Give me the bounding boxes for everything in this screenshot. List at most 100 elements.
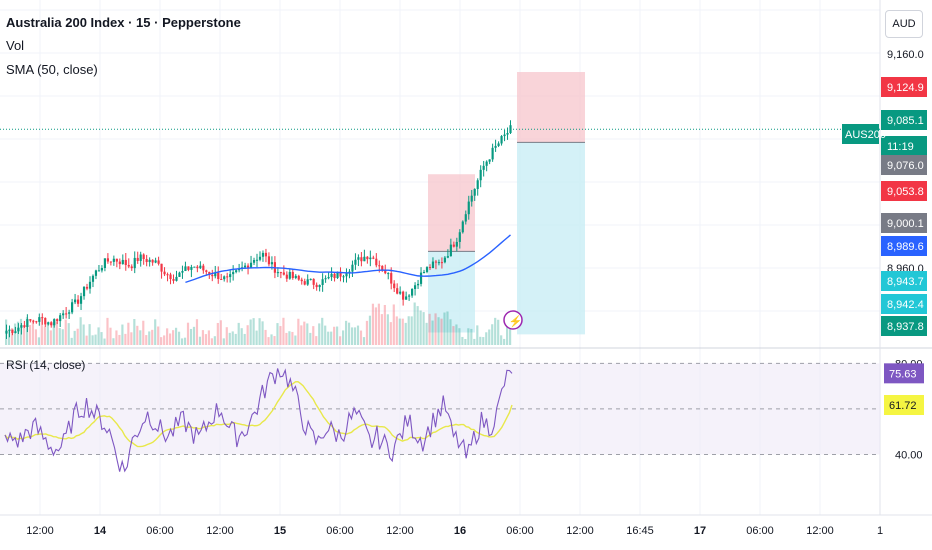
candle[interactable] <box>68 312 71 314</box>
candle[interactable] <box>139 254 142 261</box>
candle[interactable] <box>148 259 151 263</box>
candle[interactable] <box>309 278 312 280</box>
candle[interactable] <box>333 273 336 279</box>
candle[interactable] <box>106 258 109 262</box>
candle[interactable] <box>190 266 193 270</box>
candle[interactable] <box>157 260 160 264</box>
candle[interactable] <box>419 272 423 284</box>
short-position-1-stop-zone[interactable] <box>428 174 475 252</box>
candle[interactable] <box>294 275 297 279</box>
candle[interactable] <box>124 259 127 266</box>
candle[interactable] <box>32 320 35 322</box>
candle[interactable] <box>315 284 318 288</box>
candle[interactable] <box>211 274 214 277</box>
candle[interactable] <box>339 271 342 277</box>
candle[interactable] <box>249 262 253 268</box>
candle[interactable] <box>208 271 211 275</box>
candle[interactable] <box>369 257 372 260</box>
candle[interactable] <box>437 262 441 264</box>
rsi-ma-line[interactable] <box>4 380 513 448</box>
candle[interactable] <box>354 259 357 265</box>
candle[interactable] <box>127 265 130 267</box>
candle[interactable] <box>169 274 172 280</box>
candle[interactable] <box>408 295 411 297</box>
candle[interactable] <box>443 257 446 263</box>
candle[interactable] <box>47 322 50 325</box>
candle[interactable] <box>363 256 366 262</box>
candle[interactable] <box>35 321 38 323</box>
candle[interactable] <box>252 260 256 263</box>
candle[interactable] <box>422 271 426 273</box>
volume-indicator-label[interactable]: Vol <box>6 38 25 53</box>
candle[interactable] <box>243 265 247 268</box>
candle[interactable] <box>291 271 294 279</box>
candle[interactable] <box>172 279 175 281</box>
candle[interactable] <box>100 267 104 271</box>
candle[interactable] <box>238 268 241 271</box>
candle[interactable] <box>109 261 112 263</box>
candle[interactable] <box>431 261 435 269</box>
candle[interactable] <box>223 276 226 280</box>
candle[interactable] <box>112 258 115 262</box>
candle[interactable] <box>258 256 262 260</box>
candle[interactable] <box>145 259 148 263</box>
candle[interactable] <box>217 272 220 280</box>
candle[interactable] <box>94 270 98 276</box>
short-position-2-stop-zone[interactable] <box>517 72 585 143</box>
candle[interactable] <box>193 266 196 268</box>
candle[interactable] <box>62 313 65 316</box>
candle[interactable] <box>312 278 315 285</box>
candle[interactable] <box>65 313 68 315</box>
candle[interactable] <box>500 136 503 144</box>
candle[interactable] <box>118 261 121 265</box>
candle[interactable] <box>416 283 420 286</box>
candle[interactable] <box>336 271 339 279</box>
candle[interactable] <box>184 266 187 271</box>
candle[interactable] <box>330 273 333 278</box>
candle[interactable] <box>151 259 154 263</box>
candle[interactable] <box>476 180 479 189</box>
candle[interactable] <box>390 273 393 284</box>
candle[interactable] <box>79 296 83 304</box>
sma-indicator-label[interactable]: SMA (50, close) <box>6 62 98 77</box>
candle[interactable] <box>446 256 449 258</box>
candle[interactable] <box>318 284 321 288</box>
candle[interactable] <box>461 221 464 233</box>
candle[interactable] <box>458 232 461 242</box>
candle[interactable] <box>246 265 250 268</box>
candle[interactable] <box>103 258 106 268</box>
candle[interactable] <box>214 272 217 277</box>
candle[interactable] <box>494 145 497 148</box>
candle[interactable] <box>357 257 360 260</box>
candle[interactable] <box>351 264 354 272</box>
candle[interactable] <box>282 272 285 275</box>
candle[interactable] <box>226 276 229 278</box>
candle[interactable] <box>449 244 452 257</box>
rsi-line[interactable] <box>4 368 513 473</box>
candle[interactable] <box>187 266 190 270</box>
candle[interactable] <box>428 267 432 269</box>
candle[interactable] <box>38 317 41 322</box>
candle[interactable] <box>97 270 101 272</box>
candle[interactable] <box>163 271 166 275</box>
rsi-indicator-label[interactable]: RSI (14, close) <box>6 358 86 372</box>
candle[interactable] <box>160 263 163 272</box>
candle[interactable] <box>288 271 291 279</box>
candle[interactable] <box>297 275 300 280</box>
candle[interactable] <box>130 266 133 269</box>
candle[interactable] <box>199 265 202 269</box>
currency-button[interactable]: AUD <box>885 10 923 38</box>
candle[interactable] <box>402 291 405 300</box>
candle[interactable] <box>196 266 199 269</box>
candle[interactable] <box>181 270 184 273</box>
candle[interactable] <box>59 315 62 322</box>
candle[interactable] <box>285 274 288 279</box>
candle[interactable] <box>71 302 74 313</box>
candle[interactable] <box>491 147 494 160</box>
candle[interactable] <box>399 291 402 294</box>
candle[interactable] <box>378 265 381 267</box>
candle[interactable] <box>82 286 86 297</box>
candle[interactable] <box>485 161 488 166</box>
candle[interactable] <box>467 201 470 215</box>
